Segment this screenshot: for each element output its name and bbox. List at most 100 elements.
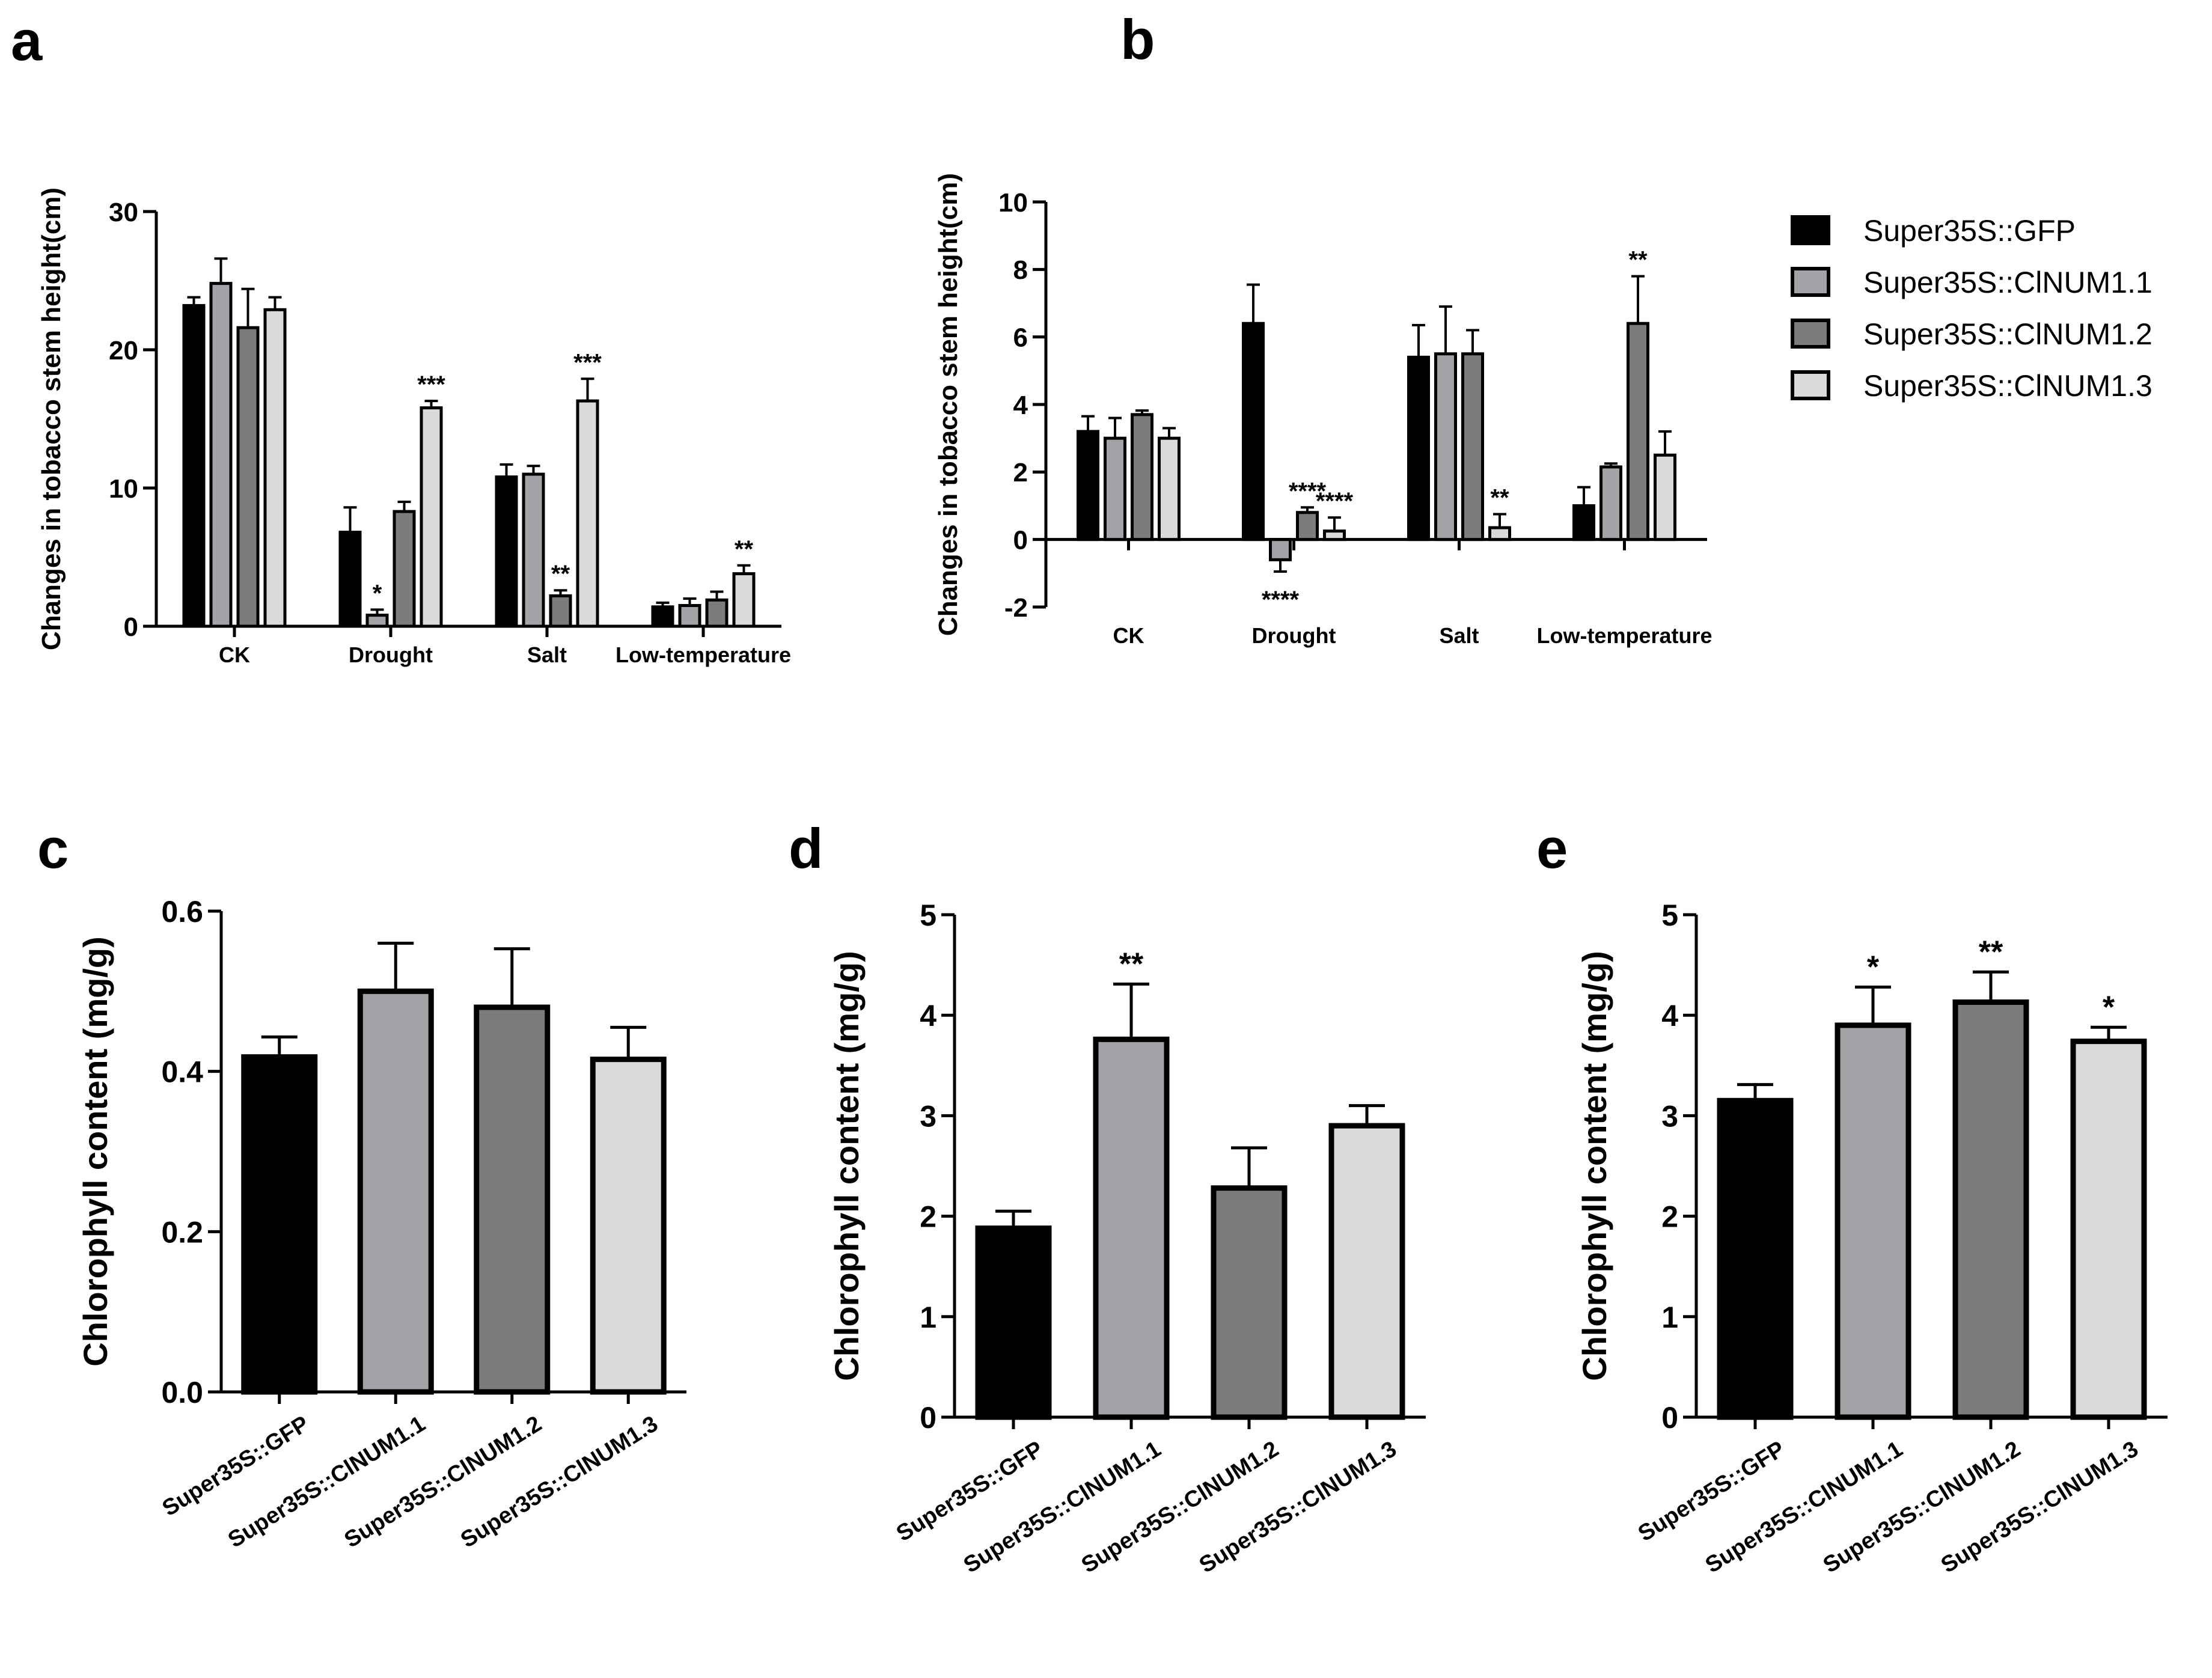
y-tick-label: 3 <box>920 1099 936 1133</box>
bar <box>1488 526 1511 542</box>
y-tick-label: 30 <box>109 198 138 227</box>
bar <box>1131 413 1153 542</box>
y-tick-label: 0 <box>124 612 138 642</box>
bar <box>1599 465 1622 542</box>
bar <box>1717 1097 1794 1420</box>
significance-label: ** <box>735 536 754 563</box>
bar <box>495 475 518 628</box>
panel-b: b -2 0 2 4 6 8 10 Changes in tobacco stem height… <box>933 8 1712 648</box>
x-category-label: Super35S::ClNUM1.2 <box>340 1411 546 1553</box>
y-tick-label: 0 <box>1661 1401 1678 1435</box>
y-tick-label: 4 <box>1013 391 1028 420</box>
bar <box>1323 529 1346 542</box>
significance-label: * <box>373 580 382 606</box>
bar <box>2070 1039 2147 1420</box>
bar <box>1461 352 1484 542</box>
y-tick-label: 0.0 <box>161 1376 203 1409</box>
bar <box>357 988 434 1395</box>
bar <box>209 282 233 628</box>
legend-label: Super35S::ClNUM1.2 <box>1863 317 2152 351</box>
panel-letter: d <box>789 817 823 880</box>
x-category-label: Super35S::ClNUM1.3 <box>1937 1436 2143 1578</box>
bar <box>1242 322 1265 542</box>
y-tick-label: 5 <box>920 898 936 932</box>
significance-label: *** <box>417 371 445 398</box>
bar <box>263 308 287 628</box>
y-tick-label: 1 <box>920 1301 936 1334</box>
legend-label: Super35S::GFP <box>1863 214 2076 248</box>
x-category-label: Low-temperature <box>1536 623 1712 648</box>
significance-label: **** <box>1262 587 1300 613</box>
bar <box>420 406 443 628</box>
y-tick-label: 0.2 <box>161 1215 203 1249</box>
bar <box>236 326 260 628</box>
panel-a: a 0 10 20 30 Changes in tobacco stem height(c… <box>11 9 791 667</box>
bar <box>975 1225 1052 1420</box>
x-category-label: Super35S::ClNUM1.1 <box>224 1411 430 1553</box>
legend: Super35S::GFPSuper35S::ClNUM1.1Super35S:… <box>1791 214 2152 403</box>
y-tick-label: 2 <box>1661 1200 1678 1234</box>
bar <box>1077 430 1099 542</box>
bar <box>1434 352 1457 542</box>
panel-letter: a <box>11 9 43 72</box>
y-tick-label: 0 <box>1013 526 1028 555</box>
significance-label: **** <box>1316 488 1354 514</box>
bar <box>1104 436 1126 542</box>
bar <box>732 572 756 628</box>
significance-label: ** <box>1490 485 1509 511</box>
bar <box>522 472 545 628</box>
x-category-label: Drought <box>1252 623 1336 648</box>
x-category-label: Super35S::ClNUM1.2 <box>1819 1436 2025 1578</box>
x-category-label: Super35S::ClNUM1.1 <box>959 1436 1166 1578</box>
y-axis-title: Chlorophyll content (mg/g) <box>1575 951 1613 1381</box>
bar <box>705 598 729 628</box>
y-tick-label: 3 <box>1661 1099 1678 1133</box>
y-tick-label: 0.6 <box>161 895 203 929</box>
panel-letter: e <box>1536 817 1568 880</box>
x-category-label: Salt <box>527 642 567 667</box>
bar <box>1835 1022 1911 1420</box>
panel-letter: c <box>37 817 69 880</box>
legend-label: Super35S::ClNUM1.3 <box>1863 369 2152 403</box>
significance-label: * <box>2103 990 2115 1025</box>
panel-letter: b <box>1120 8 1155 71</box>
bar <box>549 594 572 628</box>
x-category-label: CK <box>1113 623 1144 648</box>
y-tick-label: -2 <box>1004 593 1028 623</box>
y-tick-label: 5 <box>1661 898 1678 932</box>
y-axis-title: Chlorophyll content (mg/g) <box>76 936 114 1366</box>
significance-label: **** <box>1289 478 1327 504</box>
y-axis-title: Changes in tobacco stem height(cm) <box>37 188 66 650</box>
y-tick-label: 10 <box>998 188 1028 218</box>
panel-c: c 0.0 0.2 0.4 0.6 Chlorophyll content (mg/g) S… <box>37 817 686 1553</box>
bar <box>590 1057 667 1395</box>
legend-swatch <box>1791 267 1830 297</box>
bar <box>1328 1123 1405 1420</box>
bar <box>1627 322 1649 542</box>
bar <box>678 604 701 628</box>
panel-e: e 0 1 2 3 4 5 Chlorophyll content (mg/g) Super35… <box>1536 817 2168 1578</box>
y-tick-label: 0 <box>920 1401 936 1435</box>
legend-label: Super35S::ClNUM1.1 <box>1863 266 2152 299</box>
bar <box>1407 355 1430 542</box>
bar <box>1952 999 2029 1420</box>
bar <box>365 614 389 628</box>
y-tick-label: 4 <box>1661 999 1678 1033</box>
bar <box>338 531 362 628</box>
significance-label: ** <box>1979 935 2003 969</box>
y-tick-label: 0.4 <box>161 1055 203 1089</box>
bar <box>1572 504 1595 542</box>
x-category-label: Low-temperature <box>616 642 791 667</box>
significance-label: ** <box>1119 947 1144 981</box>
significance-label: ** <box>1628 247 1648 273</box>
y-axis-title: Chlorophyll content (mg/g) <box>828 951 866 1381</box>
legend-swatch <box>1791 215 1830 245</box>
panel-d: d 0 1 2 3 4 5 Chlorophyll content (mg/g) Super35… <box>789 817 1426 1578</box>
bar <box>576 399 599 628</box>
y-tick-label: 2 <box>1013 458 1028 487</box>
y-tick-label: 20 <box>109 336 138 365</box>
significance-label: *** <box>573 349 602 376</box>
significance-label: * <box>1867 950 1880 984</box>
y-tick-label: 8 <box>1013 255 1028 285</box>
